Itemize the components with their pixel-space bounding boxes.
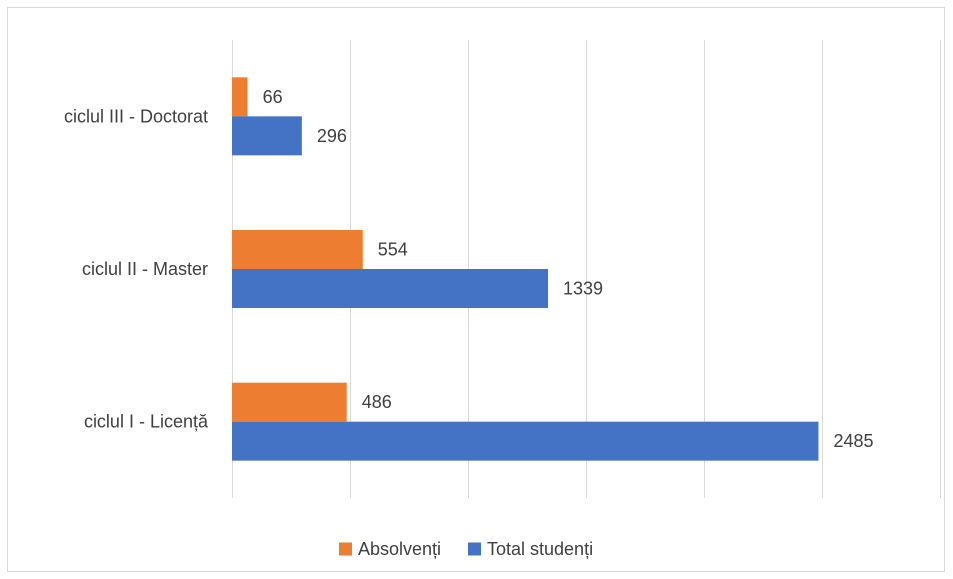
legend-swatch (468, 542, 481, 556)
data-label: 554 (378, 240, 408, 260)
data-label: 1339 (563, 279, 603, 299)
bar-total-studenti (232, 269, 549, 308)
data-label: 296 (317, 126, 347, 146)
legend-swatch (339, 542, 352, 556)
data-label: 2485 (833, 431, 873, 451)
bar-total-studenti (232, 421, 819, 461)
bar-absolventi (232, 382, 347, 422)
legend-label: Absolvenți (358, 539, 441, 559)
bar-absolventi (232, 77, 248, 117)
data-labels: 486 2485 554 1339 66 296 (263, 87, 874, 451)
category-label: ciclul II - Master (82, 259, 208, 279)
bar-absolventi (232, 230, 363, 269)
category-axis-labels: ciclul I - Licență ciclul II - Master cicl… (64, 106, 209, 431)
bar-total-studenti (232, 116, 302, 156)
legend: Absolvenți Total studenți (339, 539, 593, 559)
legend-label: Total studenți (487, 539, 593, 559)
data-label: 486 (362, 392, 392, 412)
bars (232, 77, 819, 461)
data-label: 66 (263, 87, 283, 107)
category-label: ciclul III - Doctorat (64, 106, 208, 126)
category-label: ciclul I - Licență (84, 412, 209, 432)
